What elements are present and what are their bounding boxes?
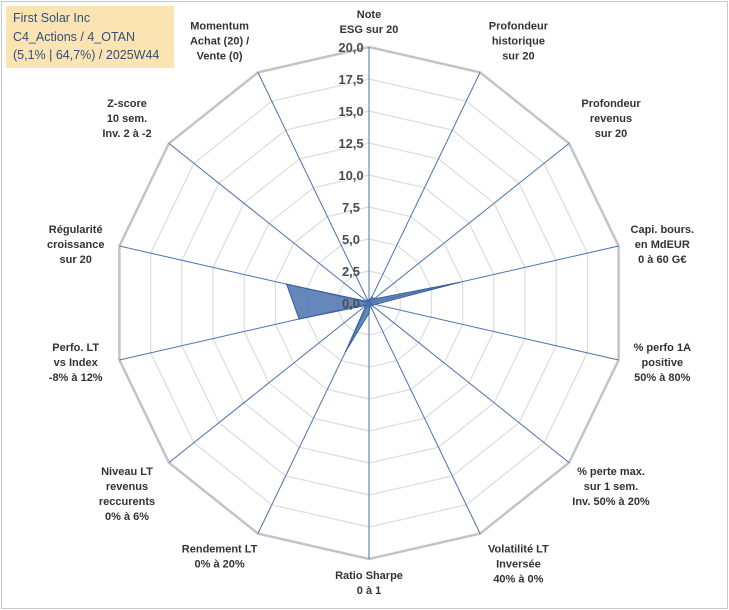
axis-label-7: Ratio Sharpe 0 à 1 <box>335 570 403 597</box>
tick-label-8: 20,0 <box>338 40 363 55</box>
axis-label-line: vs Index <box>54 357 99 369</box>
axis-label-line: 0 à 60 G€ <box>638 254 686 266</box>
spoke-2 <box>368 143 570 304</box>
data-series-area <box>285 282 459 352</box>
tick-label-0: 0,0 <box>342 296 360 311</box>
axis-label-12: Z-score 10 sem. Inv. 2 à -2 <box>102 98 151 140</box>
axis-label-line: sur 20 <box>502 50 534 62</box>
axis-label-line: -8% à 12% <box>49 372 103 384</box>
axis-label-line: reccurents <box>99 496 155 508</box>
axis-label-line: Niveau LT <box>101 466 153 478</box>
data-point-9 <box>365 304 367 307</box>
portfolio-category: C4_Actions / 4_OTAN <box>13 29 136 44</box>
axis-label-10: Perfo. LT vs Index -8% à 12% <box>49 342 103 384</box>
data-point-7 <box>368 312 370 315</box>
spoke-13 <box>257 72 370 304</box>
chart-title-box: First Solar Inc C4_Actions / 4_OTAN (5,1… <box>6 6 174 68</box>
data-point-0 <box>368 299 370 302</box>
axis-label-5: % perte max. sur 1 sem. Inv. 50% à 20% <box>572 466 650 508</box>
axis-label-line: sur 1 sem. <box>584 481 638 493</box>
tick-label-2: 5,0 <box>342 232 360 247</box>
tick-label-4: 10,0 <box>338 168 363 183</box>
axis-label-line: Rendement LT <box>182 544 258 556</box>
axis-label-2: Profondeur revenus sur 20 <box>581 98 641 140</box>
spoke-12 <box>168 143 370 304</box>
axis-label-line: Inv. 50% à 20% <box>572 496 650 508</box>
data-point-12 <box>366 300 368 303</box>
axis-label-4: % perfo 1A positive 50% à 80% <box>634 342 692 384</box>
axis-label-line: Achat (20) / <box>190 35 249 47</box>
axis-label-line: 0% à 6% <box>105 511 149 523</box>
data-point-8 <box>344 350 347 353</box>
tick-label-7: 17,5 <box>338 72 363 87</box>
axis-label-line: Régularité <box>49 224 103 236</box>
axis-label-line: 0 à 1 <box>357 585 381 597</box>
axis-label-11: Régularité croissance sur 20 <box>47 224 104 266</box>
axis-label-line: en MdEUR <box>635 239 690 251</box>
spoke-6 <box>368 302 481 534</box>
axis-label-9: Niveau LT revenus reccurents 0% à 6% <box>99 466 155 523</box>
performance-week: (5,1% | 64,7%) / 2025W44 <box>13 48 160 62</box>
axis-label-line: revenus <box>590 113 632 125</box>
data-point-4 <box>374 303 377 306</box>
axis-label-line: historique <box>492 35 545 47</box>
tick-label-3: 7,5 <box>342 200 360 215</box>
axis-label-8: Rendement LT 0% à 20% <box>182 544 258 571</box>
axis-label-line: % perfo 1A <box>634 342 692 354</box>
axis-label-line: Profondeur <box>581 98 641 110</box>
spoke-4 <box>368 302 619 361</box>
spoke-5 <box>368 302 570 463</box>
axis-label-line: Momentum <box>190 20 249 32</box>
axis-label-0: Note ESG sur 20 <box>340 9 399 36</box>
data-point-13 <box>366 298 369 301</box>
spoke-1 <box>368 72 481 304</box>
tick-label-6: 15,0 <box>338 104 363 119</box>
axis-label-line: Profondeur <box>489 20 549 32</box>
axis-label-line: Z-score <box>107 98 147 110</box>
data-point-2 <box>373 298 375 300</box>
axis-label-line: sur 20 <box>595 128 627 140</box>
data-point-1 <box>371 296 373 299</box>
data-point-11 <box>285 283 288 286</box>
axis-label-line: positive <box>642 357 684 369</box>
data-point-6 <box>369 304 371 307</box>
axis-label-1: Profondeur historique sur 20 <box>489 20 549 62</box>
tick-label-1: 2,5 <box>342 264 360 279</box>
axis-label-13: Momentum Achat (20) / Vente (0) <box>190 20 249 62</box>
data-point-5 <box>371 304 373 307</box>
axis-label-line: % perte max. <box>577 466 645 478</box>
axis-label-line: ESG sur 20 <box>340 24 399 36</box>
axis-label-6: Volatilité LT Inversée 40% à 0% <box>488 544 549 586</box>
axis-label-line: Inversée <box>496 559 541 571</box>
axis-label-line: Ratio Sharpe <box>335 570 403 582</box>
axis-label-line: 40% à 0% <box>493 574 543 586</box>
axis-label-line: Vente (0) <box>197 50 243 62</box>
axis-label-line: Volatilité LT <box>488 544 549 556</box>
axis-label-line: 50% à 80% <box>634 372 690 384</box>
company-name: First Solar Inc <box>13 11 91 25</box>
data-point-3 <box>458 281 460 284</box>
axis-label-line: revenus <box>106 481 148 493</box>
axis-label-line: sur 20 <box>59 254 91 266</box>
data-point-10 <box>298 318 300 320</box>
axis-label-line: Capi. bours. <box>631 224 695 236</box>
spoke-9 <box>168 302 370 463</box>
tick-label-5: 12,5 <box>338 136 363 151</box>
axis-label-line: 10 sem. <box>107 113 147 125</box>
axis-label-line: Inv. 2 à -2 <box>102 128 151 140</box>
axis-label-3: Capi. bours. en MdEUR 0 à 60 G€ <box>631 224 695 266</box>
axis-label-line: Note <box>357 9 381 21</box>
axis-label-line: 0% à 20% <box>195 559 245 571</box>
axis-label-line: Perfo. LT <box>52 342 99 354</box>
axis-label-line: croissance <box>47 239 104 251</box>
